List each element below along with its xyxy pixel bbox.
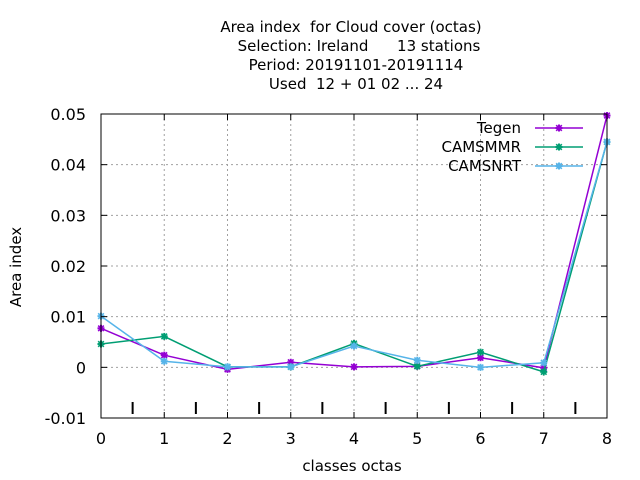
- y-tick-label-3: 0.02: [50, 257, 86, 276]
- point-camsnrt-4: [350, 342, 358, 350]
- x-tick-label-0: 0: [96, 429, 106, 448]
- series-line-camsmmr: [100, 141, 608, 373]
- legend-marker-camsmmr-d2: [555, 143, 563, 151]
- y-tick-label-4: 0.03: [50, 206, 86, 225]
- title-line-2: Period: 20191101-20191114: [249, 56, 464, 74]
- point-camsmmr-6-d2: [477, 348, 484, 356]
- x-axis-label: classes octas: [302, 457, 402, 475]
- point-camsmmr-1: [160, 332, 168, 340]
- point-tegen-6-d2: [477, 354, 484, 362]
- point-camsnrt-2: [224, 363, 231, 371]
- x-tick-labels: 0 1 2 3 4 5 6 7 8: [96, 429, 612, 448]
- legend-marker-tegen: [555, 124, 563, 132]
- legend-marker-camsnrt-d2: [555, 162, 563, 170]
- point-tegen-4: [350, 363, 358, 371]
- title-line-0: Area index for Cloud cover (octas): [220, 18, 481, 36]
- point-camsnrt-6-d2: [477, 363, 484, 371]
- x-tick-label-7: 7: [539, 429, 549, 448]
- grid-lines: [101, 114, 607, 418]
- y-tick-label-5: 0.04: [50, 156, 86, 175]
- y-axis-label: Area index: [7, 227, 25, 307]
- point-camsmmr-5-d2: [413, 362, 421, 370]
- axes: [100, 113, 608, 419]
- point-camsnrt-7: [540, 359, 548, 367]
- title-line-3: Used 12 + 01 02 ... 24: [269, 75, 443, 93]
- point-camsnrt-4-d2: [350, 342, 358, 350]
- x-tick-label-5: 5: [412, 429, 422, 448]
- x-tick-label-2: 2: [222, 429, 232, 448]
- point-camsnrt-7-d2: [540, 359, 548, 367]
- point-camsmmr-1-d2: [160, 333, 168, 340]
- legend-label-tegen: Tegen: [476, 119, 521, 137]
- point-camsnrt-1: [160, 357, 168, 365]
- y-tick-label-2: 0.01: [50, 308, 86, 327]
- point-camsmmr-6: [477, 348, 484, 356]
- y-tick-labels: -0.01 0 0.01 0.02 0.03 0.04 0.05: [45, 105, 86, 428]
- point-tegen-1: [160, 351, 168, 359]
- point-tegen-4-d2: [350, 363, 358, 371]
- x-tick-label-3: 3: [286, 429, 296, 448]
- legend-label-camsmmr: CAMSMMR: [441, 138, 521, 156]
- point-camsnrt-1-d2: [160, 357, 168, 365]
- point-camsnrt-3-d2: [287, 363, 295, 371]
- legend-marker-camsnrt: [555, 162, 563, 170]
- y-tick-label-1: 0: [76, 358, 86, 377]
- y-tick-label-0: -0.01: [45, 409, 86, 428]
- intermediate-ticks: [131, 402, 577, 414]
- point-camsmmr-5: [413, 362, 421, 370]
- point-camsnrt-5: [413, 356, 421, 364]
- chart-title: Area index for Cloud cover (octas)Select…: [220, 18, 481, 93]
- legend-marker-tegen-d2: [555, 124, 563, 132]
- x-tick-label-1: 1: [159, 429, 169, 448]
- x-tick-label-6: 6: [475, 429, 485, 448]
- y-tick-label-6: 0.05: [50, 105, 86, 124]
- point-camsmmr-7: [540, 368, 548, 376]
- legend-label-camsnrt: CAMSNRT: [448, 157, 522, 175]
- x-tick-label-4: 4: [349, 429, 359, 448]
- point-camsmmr-7-d2: [540, 368, 548, 376]
- series-line-tegen: [100, 115, 608, 371]
- point-camsnrt-2-d2: [224, 363, 231, 371]
- point-camsnrt-3: [287, 363, 295, 371]
- point-camsnrt-6: [477, 363, 484, 371]
- point-tegen-6: [477, 354, 484, 362]
- point-tegen-1-d2: [160, 351, 168, 359]
- x-tick-label-8: 8: [602, 429, 612, 448]
- legend-marker-camsmmr: [555, 143, 563, 151]
- point-camsnrt-5-d2: [413, 356, 421, 364]
- title-line-1: Selection: Ireland 13 stations: [238, 37, 481, 55]
